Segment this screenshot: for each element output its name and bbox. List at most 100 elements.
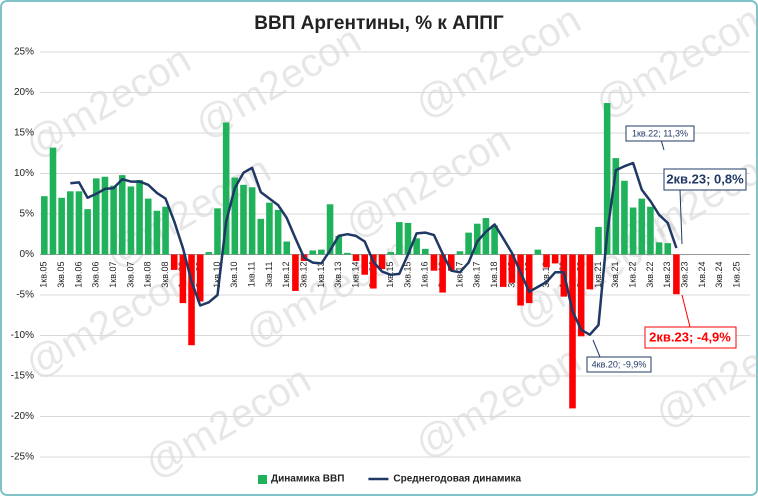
bar xyxy=(205,252,213,255)
bar xyxy=(248,187,256,255)
bar xyxy=(396,222,403,255)
bar xyxy=(439,254,446,293)
bar xyxy=(525,254,533,304)
x-tick-label: 1кв.22 xyxy=(627,262,637,288)
bar xyxy=(127,186,135,255)
bar xyxy=(170,254,178,270)
bar xyxy=(586,254,594,290)
x-tick-label: 1кв.12 xyxy=(281,262,291,288)
x-tick-label: 3кв.21 xyxy=(610,262,620,288)
bar xyxy=(344,252,351,255)
bar xyxy=(378,254,386,270)
bar xyxy=(196,254,204,302)
bar xyxy=(508,254,516,283)
bar xyxy=(404,222,412,255)
y-tick-label: 20% xyxy=(14,87,34,98)
bar xyxy=(638,198,646,255)
y-tick-label: 25% xyxy=(14,47,34,58)
x-tick-label: 3кв.07 xyxy=(125,262,135,288)
bar xyxy=(309,250,317,255)
x-tick-label: 3кв.12 xyxy=(298,262,308,288)
x-tick-label: 1кв.05 xyxy=(39,262,49,288)
x-tick-label: 3кв.08 xyxy=(160,262,170,288)
bar xyxy=(179,254,187,304)
y-tick-label: -20% xyxy=(11,411,34,422)
line xyxy=(70,161,678,336)
bar xyxy=(144,198,152,255)
bar xyxy=(413,238,420,255)
x-tick-label: 1кв.17 xyxy=(454,262,464,288)
y-tick-label: -5% xyxy=(16,290,34,301)
x-tick-label: 1кв.16 xyxy=(420,262,430,288)
bar xyxy=(335,235,343,255)
bar xyxy=(551,254,559,264)
annotation: 4кв.20; -9,9% xyxy=(592,359,647,369)
annotation: 2кв.23; 0,8% xyxy=(666,171,744,186)
annotation-box xyxy=(644,326,737,349)
x-tick-label: 1кв.08 xyxy=(143,262,153,288)
y-tick-label: 0% xyxy=(20,249,35,260)
x-tick-label: 1кв.10 xyxy=(212,262,222,288)
y-tick-label: -15% xyxy=(11,371,34,382)
bar xyxy=(465,232,472,255)
bar xyxy=(110,185,117,255)
x-tick-label: 1кв.11 xyxy=(247,262,257,288)
bar xyxy=(58,197,65,255)
bar xyxy=(456,251,464,255)
x-tick-label: 3кв.10 xyxy=(229,262,239,288)
bar xyxy=(673,254,680,295)
x-tick-label: 3кв.13 xyxy=(333,262,343,288)
bar xyxy=(534,249,542,255)
bar xyxy=(274,209,282,255)
bar xyxy=(41,196,48,255)
bar xyxy=(629,207,637,255)
bar xyxy=(569,254,576,409)
bar xyxy=(326,204,334,255)
y-tick-label: -25% xyxy=(11,452,34,463)
bar xyxy=(664,243,672,255)
annotation-box xyxy=(625,125,695,142)
x-tick-label: 1кв.13 xyxy=(316,262,326,288)
x-tick-label: 3кв.19 xyxy=(541,262,551,288)
x-tick-label: 3кв.06 xyxy=(91,262,101,288)
bar xyxy=(543,254,550,268)
bar xyxy=(387,252,394,255)
bar xyxy=(188,254,195,346)
legend-swatch xyxy=(258,475,267,484)
bar xyxy=(603,103,611,255)
x-tick-label: 3кв.23 xyxy=(679,262,689,288)
bar xyxy=(136,179,143,255)
bar xyxy=(370,254,377,289)
bar xyxy=(67,191,74,255)
bar xyxy=(499,254,507,287)
x-tick-label: 1кв.23 xyxy=(662,262,672,288)
x-tick-label: 3кв.22 xyxy=(645,262,655,288)
annotation-box xyxy=(586,356,652,373)
bar xyxy=(92,178,100,255)
bar xyxy=(231,177,239,255)
bar xyxy=(162,206,169,255)
bar xyxy=(655,242,663,255)
bar xyxy=(266,202,273,255)
annotation: 2кв.23; -4,9% xyxy=(649,329,731,344)
bar xyxy=(292,254,299,291)
y-tick-label: 10% xyxy=(14,168,34,179)
bar xyxy=(517,254,524,306)
bar xyxy=(49,147,57,255)
x-tick-label: 1кв.07 xyxy=(108,262,118,288)
bar xyxy=(447,254,455,271)
plot: -25% -20% -15% -10% -5% 0% 5% 10% 15% 20% 25% 1кв.0… xyxy=(11,47,750,463)
x-tick-label: 3кв.05 xyxy=(56,262,66,288)
bar xyxy=(621,180,628,255)
legend-label: Динамика ВВП xyxy=(271,474,344,485)
leader xyxy=(660,139,665,151)
bar xyxy=(240,184,247,255)
leader xyxy=(679,189,683,245)
bar xyxy=(153,210,161,255)
chart-title: ВВП Аргентины, % к АППГ xyxy=(254,13,504,34)
x-tick-label: 3кв.17 xyxy=(472,262,482,288)
bar xyxy=(430,254,438,271)
bar xyxy=(361,254,368,275)
